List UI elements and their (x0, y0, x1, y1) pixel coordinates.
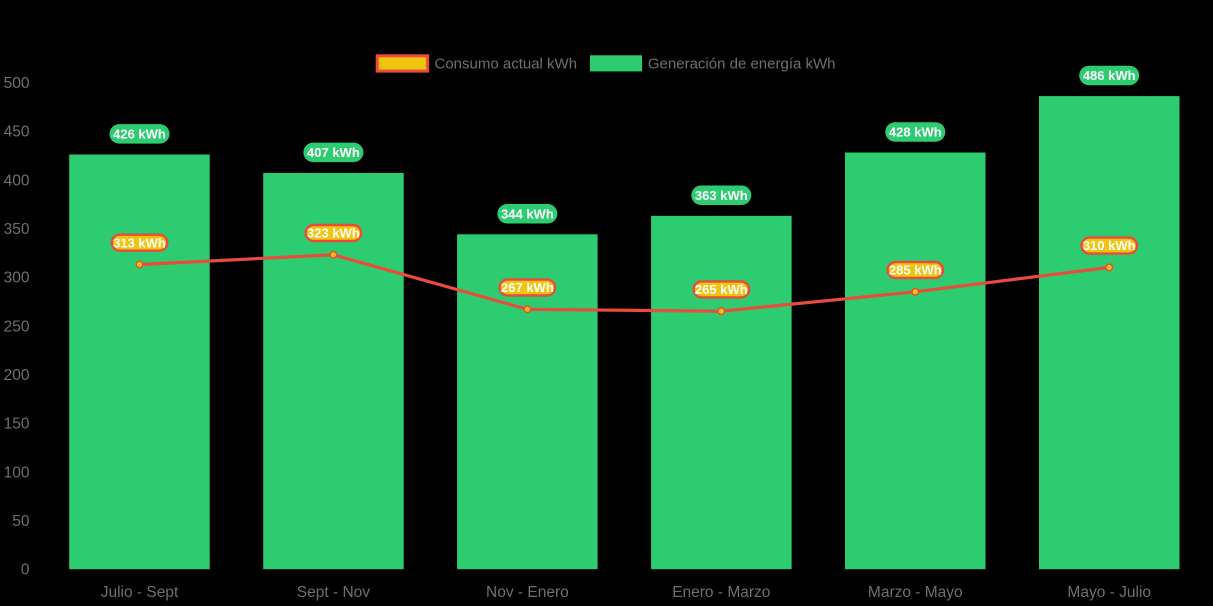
svg-text:310 kWh: 310 kWh (1083, 238, 1136, 253)
svg-text:428 kWh: 428 kWh (889, 125, 942, 140)
svg-text:Generación de energía kWh: Generación de energía kWh (648, 56, 836, 73)
svg-text:363 kWh: 363 kWh (695, 188, 748, 203)
svg-text:323 kWh: 323 kWh (307, 226, 360, 241)
svg-text:50: 50 (12, 513, 30, 530)
svg-text:344 kWh: 344 kWh (501, 206, 554, 221)
svg-text:350: 350 (4, 221, 30, 238)
svg-text:426 kWh: 426 kWh (113, 127, 166, 142)
svg-text:Sept - Nov: Sept - Nov (297, 584, 370, 601)
svg-text:Enero - Marzo: Enero - Marzo (672, 584, 770, 601)
svg-text:285 kWh: 285 kWh (889, 263, 942, 278)
svg-text:300: 300 (4, 270, 30, 287)
svg-text:486 kWh: 486 kWh (1083, 68, 1136, 83)
svg-text:150: 150 (4, 416, 30, 433)
svg-text:267 kWh: 267 kWh (501, 280, 554, 295)
svg-text:Consumo actual kWh: Consumo actual kWh (435, 56, 578, 73)
svg-text:100: 100 (4, 464, 30, 481)
svg-text:450: 450 (4, 124, 30, 141)
svg-text:Mayo - Julio: Mayo - Julio (1067, 584, 1151, 601)
svg-text:200: 200 (4, 367, 30, 384)
svg-text:Nov - Enero: Nov - Enero (486, 584, 569, 601)
svg-text:500: 500 (4, 75, 30, 92)
svg-text:Julio - Sept: Julio - Sept (101, 584, 179, 601)
svg-text:0: 0 (21, 562, 30, 579)
svg-text:400: 400 (4, 172, 30, 189)
svg-text:265 kWh: 265 kWh (695, 282, 748, 297)
svg-text:407 kWh: 407 kWh (307, 145, 360, 160)
svg-text:313 kWh: 313 kWh (113, 235, 166, 250)
svg-text:250: 250 (4, 318, 30, 335)
svg-text:Marzo - Mayo: Marzo - Mayo (868, 584, 963, 601)
